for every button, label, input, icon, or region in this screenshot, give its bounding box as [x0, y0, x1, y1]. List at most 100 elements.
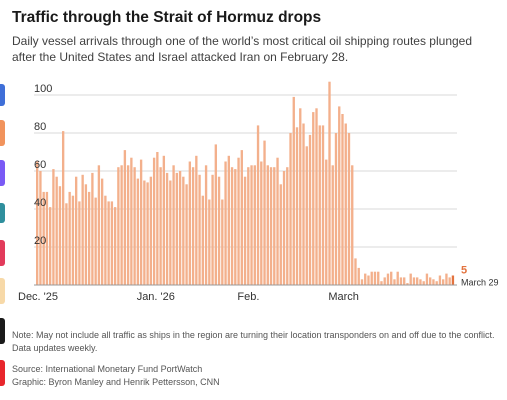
bar: [65, 203, 68, 285]
bar: [58, 186, 62, 285]
bar: [39, 171, 42, 285]
bar: [269, 167, 273, 285]
bar: [354, 258, 357, 285]
bar: [136, 178, 140, 285]
bar: [403, 277, 406, 285]
bar: [169, 180, 172, 285]
bar: [422, 281, 425, 285]
bar: [289, 133, 292, 285]
bar: [201, 195, 204, 285]
bar: [308, 134, 312, 285]
bar: [282, 171, 286, 285]
bar: [263, 140, 266, 285]
bar: [286, 167, 289, 285]
bar: [260, 161, 263, 285]
bar: [305, 146, 308, 285]
bar: [429, 277, 432, 285]
bar: [94, 197, 97, 285]
bar: [367, 275, 370, 285]
bar: [435, 281, 438, 285]
bar: [312, 112, 315, 285]
bars: [36, 81, 455, 286]
bar: [191, 167, 195, 285]
bar: [276, 157, 279, 285]
bar: [42, 191, 45, 285]
bar: [390, 271, 393, 285]
bar: [130, 157, 133, 285]
bar: [357, 267, 360, 285]
bar: [237, 157, 240, 285]
bar: [234, 169, 237, 285]
bar: [100, 178, 104, 285]
y-tick-label: 80: [34, 121, 46, 133]
bar: [178, 171, 182, 285]
bar: [208, 199, 211, 285]
y-tick-labels: 20 40 60 80 100: [34, 83, 52, 247]
bar: [380, 281, 383, 285]
bar: [217, 176, 221, 285]
bar: [45, 191, 49, 285]
bar: [416, 277, 419, 285]
bar: [247, 167, 250, 285]
bar: [321, 125, 325, 286]
side-thumbnail[interactable]: [0, 318, 5, 344]
bar: [334, 133, 338, 285]
footnote: Note: May not include all traffic as shi…: [12, 330, 495, 353]
side-thumbnail[interactable]: [0, 240, 5, 266]
bar: [243, 176, 247, 285]
bar: [139, 159, 143, 285]
side-thumbnail[interactable]: [0, 160, 5, 186]
chart-title: Traffic through the Strait of Hormuz dro…: [12, 9, 322, 26]
bar: [331, 165, 334, 285]
bar: [211, 174, 214, 285]
bar: [432, 279, 435, 285]
bar: [438, 275, 442, 285]
bar: [328, 81, 331, 285]
bar: [364, 273, 367, 285]
bar: [182, 176, 185, 285]
bar: [302, 123, 305, 285]
bar: [315, 108, 318, 285]
source-line: Source: International Monetary Fund Port…: [12, 364, 203, 374]
bar: [419, 279, 422, 285]
last-value-label: 5: [461, 265, 467, 277]
bar: [230, 167, 234, 285]
graphic-credit-line: Graphic: Byron Manley and Henrik Petters…: [12, 376, 220, 387]
bar: [227, 155, 230, 285]
x-tick-label: Feb.: [237, 291, 259, 303]
last-date-label: March 29: [461, 278, 499, 288]
bar: [74, 176, 78, 285]
bar: [214, 144, 217, 285]
bar: [253, 165, 256, 285]
bar: [195, 155, 198, 285]
bar: [386, 273, 390, 285]
bar: [347, 133, 351, 285]
y-tick-label: 20: [34, 235, 46, 247]
x-tick-label: March: [328, 291, 359, 303]
bar: [198, 174, 201, 285]
x-tick-label: Dec. '25: [18, 291, 58, 303]
bar: [412, 277, 416, 285]
bar: [87, 191, 91, 285]
bar: [442, 279, 445, 285]
bar: [370, 271, 373, 285]
bar: [406, 283, 409, 285]
bar: [172, 165, 175, 285]
bar: [149, 176, 153, 285]
bar: [91, 172, 94, 285]
bar: [117, 167, 120, 285]
bar: [425, 273, 429, 285]
side-thumbnail[interactable]: [0, 203, 5, 223]
side-thumbnail[interactable]: [0, 120, 5, 146]
bar: [250, 165, 253, 285]
bar: [97, 165, 101, 285]
side-thumbnail[interactable]: [0, 84, 5, 106]
bar: [240, 150, 243, 285]
bar: [133, 167, 136, 285]
side-thumbnail[interactable]: [0, 360, 5, 386]
side-thumbnail[interactable]: [0, 278, 5, 304]
bar: [266, 165, 269, 285]
bar: [292, 96, 295, 286]
bar: [71, 195, 75, 285]
